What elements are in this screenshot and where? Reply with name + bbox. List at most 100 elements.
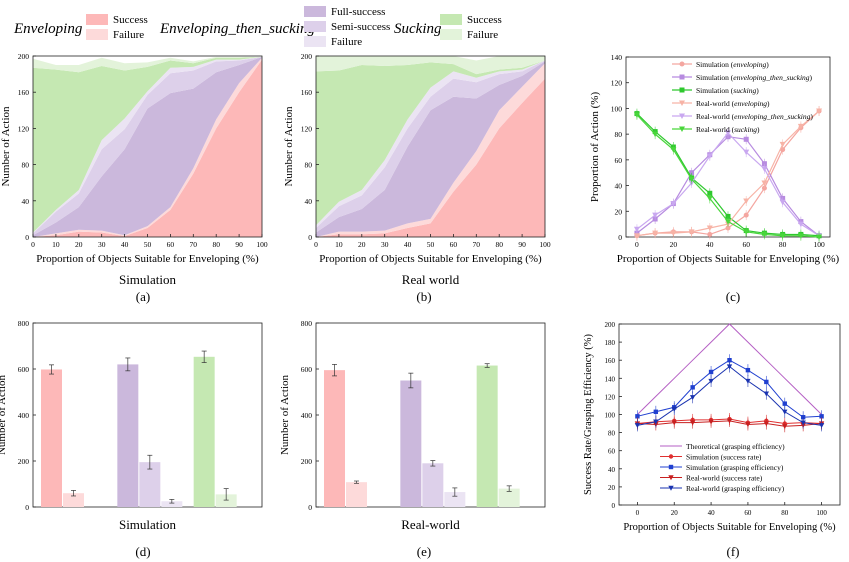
x-tick-label: 50 bbox=[427, 240, 435, 249]
panel-label-e: (e) bbox=[417, 544, 431, 559]
x-axis-label: Proportion of Objects Suitable for Envel… bbox=[617, 253, 840, 265]
y-axis-label: Number of Action bbox=[0, 374, 8, 455]
data-point bbox=[688, 229, 695, 235]
x-tick-label: 40 bbox=[706, 240, 714, 249]
panel-label-d: (d) bbox=[135, 544, 150, 559]
top-legend: Enveloping Success Failure Enveloping_th… bbox=[13, 6, 502, 48]
panel-e: 0 200 400 600 800 Number of Action Real-world bbox=[279, 319, 546, 532]
x-tick-label: 10 bbox=[335, 240, 343, 249]
y-tick-label: 120 bbox=[605, 393, 616, 401]
data-point bbox=[708, 419, 714, 425]
x-tick-label: 90 bbox=[518, 240, 526, 249]
area-series-failure-ets- bbox=[316, 60, 545, 228]
data-point bbox=[633, 226, 640, 233]
y-tick-label: 0 bbox=[612, 502, 616, 510]
data-point bbox=[725, 219, 731, 225]
x-tick-label: 70 bbox=[190, 240, 198, 249]
y-tick-label: 20 bbox=[608, 484, 616, 492]
x-axis-label: Proportion of Objects Suitable for Envel… bbox=[623, 522, 836, 533]
data-point bbox=[745, 378, 751, 384]
legend-label-failure: Failure bbox=[113, 29, 144, 41]
data-point bbox=[689, 170, 695, 176]
y-tick-label: 200 bbox=[301, 457, 313, 466]
data-point bbox=[707, 231, 713, 237]
x-tick-label: 80 bbox=[779, 240, 787, 249]
series-line bbox=[637, 323, 822, 415]
bar bbox=[215, 494, 237, 507]
legend-label-full-success: Full-success bbox=[331, 6, 385, 18]
data-point bbox=[797, 221, 804, 228]
area-series-sucking-success bbox=[316, 60, 545, 226]
y-tick-label: 600 bbox=[301, 365, 313, 374]
data-point bbox=[679, 100, 685, 106]
data-point bbox=[782, 424, 788, 429]
y-axis-label: Number of Action bbox=[0, 106, 12, 187]
data-point bbox=[779, 199, 786, 206]
y-tick-label: 140 bbox=[611, 53, 623, 62]
bar bbox=[444, 492, 466, 507]
bar bbox=[161, 501, 183, 507]
legend-entry: Simulation (grasping efficiency) bbox=[686, 463, 784, 472]
y-tick-label: 100 bbox=[605, 412, 616, 420]
data-point bbox=[668, 475, 674, 481]
legend-swatch-s-success bbox=[440, 14, 462, 25]
y-tick-label: 120 bbox=[18, 124, 30, 133]
x-tick-label: 50 bbox=[144, 240, 152, 249]
data-point bbox=[761, 231, 768, 238]
x-tick-label: 100 bbox=[813, 240, 825, 249]
data-point bbox=[668, 454, 674, 459]
data-point bbox=[779, 141, 786, 148]
panel-label-a: (a) bbox=[136, 289, 150, 304]
x-tick-label: 40 bbox=[404, 240, 412, 249]
bar bbox=[324, 370, 345, 507]
y-axis-label: Number of Action bbox=[279, 374, 291, 455]
data-point bbox=[725, 130, 731, 136]
data-point bbox=[652, 230, 659, 237]
data-point bbox=[690, 385, 695, 390]
panel-f: 0 20 40 60 80 100 120 140 160 180 200 0 20 40 60 80 100 S… bbox=[583, 321, 841, 533]
y-tick-label: 800 bbox=[18, 319, 30, 328]
y-tick-label: 140 bbox=[605, 375, 616, 383]
data-point bbox=[668, 485, 674, 491]
legend-swatch-semi-success bbox=[304, 21, 326, 32]
y-tick-label: 60 bbox=[608, 448, 616, 456]
legend-entry: Real-world (enveloping_then_sucking) bbox=[696, 112, 813, 121]
x-tick-label: 0 bbox=[635, 240, 639, 249]
legend-swatch-full-success bbox=[304, 6, 326, 17]
data-point bbox=[670, 230, 677, 237]
x-tick-label: 90 bbox=[235, 240, 243, 249]
legend-swatch-ets-failure bbox=[304, 36, 326, 47]
data-point bbox=[763, 391, 770, 397]
legend-entry: Simulation (enveloping_then_sucking) bbox=[696, 73, 813, 82]
y-tick-label: 120 bbox=[301, 124, 313, 133]
panel-label-f: (f) bbox=[727, 544, 740, 559]
bar bbox=[41, 369, 62, 507]
data-point bbox=[743, 229, 750, 235]
y-tick-label: 800 bbox=[301, 319, 313, 328]
bar bbox=[422, 463, 444, 507]
x-tick-label: 20 bbox=[358, 240, 366, 249]
data-point bbox=[706, 195, 713, 202]
legend-entry: Simulation (success rate) bbox=[686, 453, 762, 462]
y-axis-label: Success Rate/Grasping Efficiency (%) bbox=[583, 333, 594, 495]
area-series-enveloping-success bbox=[316, 78, 545, 237]
data-point bbox=[652, 212, 659, 219]
y-tick-label: 600 bbox=[18, 365, 30, 374]
data-point bbox=[652, 131, 659, 138]
legend-swatch-success bbox=[86, 14, 108, 25]
legend-entry: Simulation (enveloping) bbox=[696, 60, 769, 69]
data-point bbox=[743, 136, 749, 142]
area-series-sucking-success bbox=[33, 56, 262, 233]
y-tick-label: 0 bbox=[25, 233, 29, 242]
y-tick-label: 40 bbox=[608, 466, 616, 474]
x-tick-label: 20 bbox=[671, 509, 679, 517]
data-point bbox=[818, 423, 825, 429]
data-point bbox=[635, 414, 640, 419]
data-point bbox=[689, 395, 696, 401]
x-tick-label: 70 bbox=[473, 240, 481, 249]
data-point bbox=[819, 414, 824, 419]
data-point bbox=[743, 198, 750, 204]
y-tick-label: 400 bbox=[301, 411, 313, 420]
data-point bbox=[634, 423, 641, 429]
x-tick-label: 30 bbox=[98, 240, 106, 249]
